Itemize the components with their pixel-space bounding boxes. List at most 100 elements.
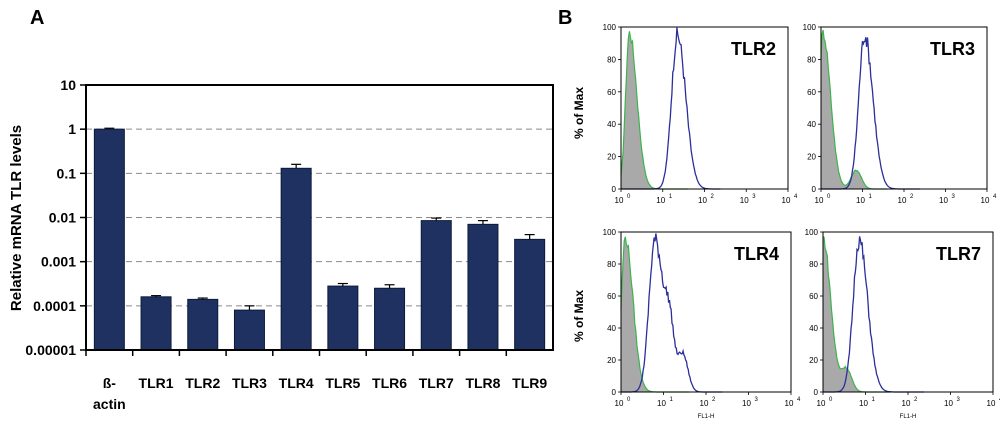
panel-a-plot-frame <box>85 84 554 351</box>
isotype-fill <box>621 31 688 189</box>
category-label: ß- <box>103 375 117 391</box>
bar <box>233 309 265 351</box>
bar <box>280 167 312 351</box>
x-tick-exponent: 4 <box>993 194 997 200</box>
category-label: TLR4 <box>279 375 314 391</box>
y-tick-label: 0 <box>814 388 819 397</box>
category-label: TLR1 <box>139 375 174 391</box>
y-tick-label: 0.00001 <box>25 342 76 358</box>
y-tick-label: 80 <box>607 260 616 269</box>
bar <box>374 287 406 351</box>
x-tick-exponent: 2 <box>910 194 914 200</box>
x-axis-label: FL1-H <box>900 414 917 420</box>
histogram-title: TLR7 <box>936 244 981 264</box>
panel-b-y-axis-label-top: % of Max <box>572 87 586 139</box>
bar <box>514 238 546 351</box>
category-label: TLR7 <box>419 375 454 391</box>
x-tick-label: 10 <box>615 196 624 205</box>
x-tick-exponent: 2 <box>712 397 716 403</box>
isotype-fill <box>821 30 888 189</box>
x-tick-label: 10 <box>657 399 666 408</box>
panel-a-label: A <box>30 7 44 29</box>
x-tick-exponent: 0 <box>627 397 631 403</box>
y-tick-label: 40 <box>809 324 818 333</box>
bar <box>93 128 125 351</box>
x-tick-exponent: 0 <box>827 194 831 200</box>
y-tick-label: 0 <box>612 388 617 397</box>
x-tick-exponent: 1 <box>869 194 873 200</box>
x-tick-exponent: 0 <box>829 397 833 403</box>
panel-b-y-axis-label-bottom: % of Max <box>572 290 586 342</box>
isotype-fill <box>621 236 689 392</box>
category-label: TLR2 <box>185 375 220 391</box>
x-tick-label: 10 <box>817 399 826 408</box>
category-label: TLR3 <box>232 375 267 391</box>
x-tick-label: 10 <box>859 399 868 408</box>
panel-b-label: B <box>558 7 572 29</box>
x-tick-label: 10 <box>740 196 749 205</box>
y-tick-label: 0.0001 <box>33 298 76 314</box>
y-tick-label: 0.001 <box>41 254 76 270</box>
x-tick-exponent: 0 <box>627 194 631 200</box>
panel-a-grid <box>86 128 553 307</box>
y-tick-label: 20 <box>807 153 816 162</box>
histogram-title: TLR2 <box>731 39 776 59</box>
x-tick-exponent: 2 <box>914 397 918 403</box>
y-tick-label: 20 <box>809 356 818 365</box>
y-tick-label: 100 <box>803 23 817 32</box>
x-tick-label: 10 <box>944 399 953 408</box>
y-tick-label: 20 <box>607 153 616 162</box>
category-label: TLR5 <box>325 375 360 391</box>
y-tick-label: 40 <box>807 120 816 129</box>
y-tick-label: 1 <box>68 121 76 137</box>
panel-a-category-labels: ß-actin TLR1 TLR2 TLR3 TLR4 TLR5 TLR6 TLR7 TLR8 T… <box>85 350 547 412</box>
category-label: TLR9 <box>512 375 547 391</box>
x-tick-label: 10 <box>902 399 911 408</box>
bar <box>327 285 359 351</box>
histogram-title: TLR3 <box>930 39 975 59</box>
y-tick-label: 100 <box>603 23 617 32</box>
x-tick-exponent: 3 <box>755 397 759 403</box>
panel-a-bars <box>93 127 546 351</box>
x-tick-label: 10 <box>987 399 996 408</box>
x-tick-label: 10 <box>898 196 907 205</box>
histogram-title: TLR4 <box>734 244 779 264</box>
x-tick-exponent: 4 <box>797 397 801 403</box>
y-tick-label: 0 <box>612 185 617 194</box>
isotype-fill <box>823 236 891 392</box>
y-tick-label: 40 <box>607 120 616 129</box>
y-tick-label: 10 <box>60 77 76 93</box>
y-tick-label: 0.1 <box>57 165 77 181</box>
y-tick-label: 60 <box>807 88 816 97</box>
y-tick-label: 60 <box>607 88 616 97</box>
category-label: TLR8 <box>465 375 500 391</box>
y-tick-label: 60 <box>607 292 616 301</box>
x-tick-exponent: 3 <box>752 194 756 200</box>
y-tick-label: 0.01 <box>49 210 76 226</box>
x-tick-label: 10 <box>815 196 824 205</box>
bar <box>187 298 219 351</box>
x-axis-label: FL1-H <box>698 414 715 420</box>
panel-a-y-axis-label: Relative mRNA TLR levels <box>8 125 25 311</box>
x-tick-label: 10 <box>698 196 707 205</box>
x-tick-label: 10 <box>656 196 665 205</box>
y-tick-label: 80 <box>807 55 816 64</box>
bar <box>140 296 172 351</box>
x-tick-exponent: 1 <box>872 397 876 403</box>
bar <box>467 223 499 351</box>
x-tick-exponent: 2 <box>711 194 715 200</box>
x-tick-exponent: 1 <box>670 397 674 403</box>
bar <box>420 220 452 351</box>
y-tick-label: 40 <box>607 324 616 333</box>
x-tick-label: 10 <box>785 399 794 408</box>
x-tick-exponent: 3 <box>957 397 961 403</box>
x-tick-label: 10 <box>742 399 751 408</box>
y-tick-label: 100 <box>603 228 617 237</box>
y-tick-label: 100 <box>805 228 819 237</box>
category-label: actin <box>93 396 126 412</box>
